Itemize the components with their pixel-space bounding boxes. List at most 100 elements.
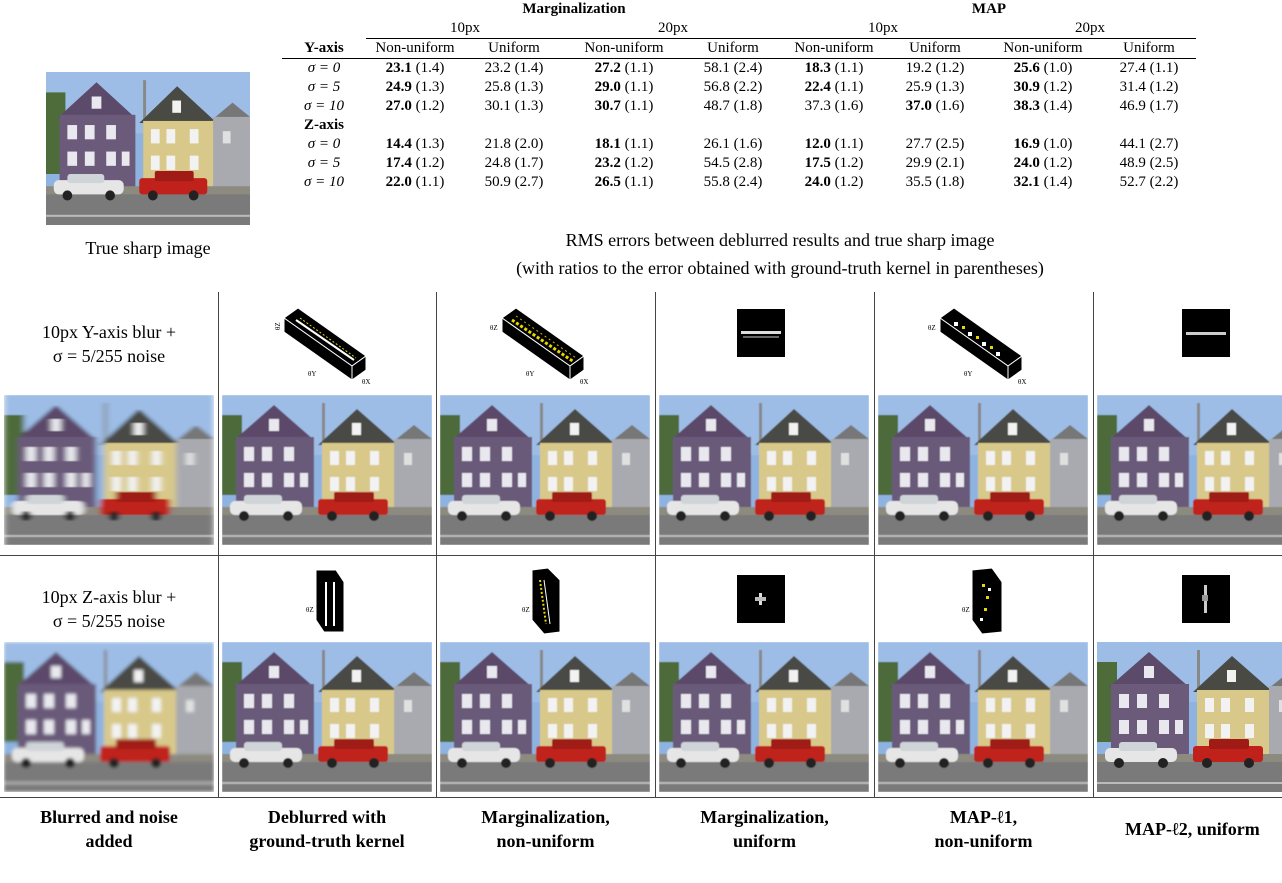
image-marg-uniform-z <box>659 642 869 792</box>
cell-ratio: (1.1) <box>624 60 654 76</box>
divider <box>1093 292 1094 797</box>
cell-value: 16.9 <box>1013 136 1040 152</box>
cell-value: 46.9 <box>1119 98 1146 114</box>
cell-ratio: (1.4) <box>1043 98 1073 114</box>
rms-error-table: Marginalization MAP 10px 20px 10px 20px … <box>282 0 1196 192</box>
cell-value: 37.0 <box>905 98 932 114</box>
group-header-map: MAP <box>971 1 1007 17</box>
image-blurred-z <box>4 642 214 792</box>
cell-value: 19.2 <box>905 60 932 76</box>
cell-ratio: (1.0) <box>1043 136 1073 152</box>
table-cell: 22.0 (1.1) <box>366 173 464 192</box>
cell-ratio: (2.5) <box>935 136 965 152</box>
table-cell: 50.9 (2.7) <box>464 173 564 192</box>
kernel-axis-label: θX <box>1018 378 1026 386</box>
cell-ratio: (2.1) <box>935 155 965 171</box>
col-header: Uniform <box>684 38 782 59</box>
column-caption-map-l1: MAP-ℓ1, non-uniform <box>874 805 1093 853</box>
table-cell: 30.7 (1.1) <box>564 97 684 116</box>
cell-value: 31.4 <box>1119 79 1146 95</box>
cell-ratio: (1.8) <box>733 98 763 114</box>
table-cell: 48.9 (2.5) <box>1102 154 1196 173</box>
col-header: Non-uniform <box>782 38 886 59</box>
kernel-axis-label: θY <box>526 370 534 378</box>
cell-ratio: (2.0) <box>514 136 544 152</box>
cell-ratio: (2.4) <box>733 174 763 190</box>
column-caption-ground-truth: Deblurred with ground-truth kernel <box>218 805 436 853</box>
column-caption-blurred: Blurred and noise added <box>0 805 218 853</box>
cell-ratio: (2.2) <box>1149 174 1179 190</box>
col-header: Non-uniform <box>564 38 684 59</box>
kernel-axis-label: θY <box>308 370 316 378</box>
cell-value: 32.1 <box>1013 174 1040 190</box>
table-cell: 35.5 (1.8) <box>886 173 984 192</box>
cell-value: 22.4 <box>804 79 831 95</box>
kernel-axis-label: θZ <box>522 606 530 614</box>
table-cell: 19.2 (1.2) <box>886 59 984 79</box>
cell-value: 23.2 <box>484 60 511 76</box>
cell-ratio: (1.1) <box>415 174 445 190</box>
table-cell: 23.1 (1.4) <box>366 59 464 79</box>
divider <box>655 292 656 797</box>
table-cell: 23.2 (1.4) <box>464 59 564 79</box>
row-label-z-blur: 10px Z-axis blur + σ = 5/255 noise <box>0 585 218 633</box>
cell-value: 52.7 <box>1119 174 1146 190</box>
cell-ratio: (1.7) <box>1149 98 1179 114</box>
cell-value: 48.9 <box>1119 155 1146 171</box>
cell-ratio: (1.4) <box>415 60 445 76</box>
cell-value: 18.3 <box>804 60 831 76</box>
cell-ratio: (1.2) <box>1149 79 1179 95</box>
true-sharp-image-caption: True sharp image <box>85 238 211 258</box>
kernel-3d-ground-truth-z: θZ θY θX <box>270 562 390 652</box>
row-label-line: 10px Z-axis blur + <box>41 587 177 607</box>
divider <box>874 292 875 797</box>
image-deblurred-gt-z <box>222 642 432 792</box>
col-header: Non-uniform <box>984 38 1102 59</box>
cell-ratio: (1.2) <box>935 60 965 76</box>
col-header: Non-uniform <box>366 38 464 59</box>
cell-value: 29.0 <box>594 79 621 95</box>
table-cell: 27.7 (2.5) <box>886 135 984 154</box>
kernel-3d-ground-truth-y: θZ θY θX <box>270 296 390 386</box>
true-sharp-image <box>46 72 250 225</box>
cell-value: 30.9 <box>1013 79 1040 95</box>
table-cell: 32.1 (1.4) <box>984 173 1102 192</box>
caption-line: MAP-ℓ1, <box>949 807 1018 827</box>
cell-value: 14.4 <box>385 136 412 152</box>
column-caption-marg-nonuniform: Marginalization, non-uniform <box>436 805 655 853</box>
sub-header-map-10px: 10px <box>782 19 984 39</box>
table-row: σ = 0 14.4 (1.3) 21.8 (2.0) 18.1 (1.1) 26.1 … <box>282 135 1196 154</box>
cell-value: 24.9 <box>385 79 412 95</box>
cell-value: 27.2 <box>594 60 621 76</box>
table-cell: 23.2 (1.2) <box>564 154 684 173</box>
cell-ratio: (1.1) <box>834 60 864 76</box>
table-cell: 26.5 (1.1) <box>564 173 684 192</box>
table-cell: 27.4 (1.1) <box>1102 59 1196 79</box>
cell-ratio: (1.3) <box>514 79 544 95</box>
row-sigma-label: σ = 0 <box>307 60 341 76</box>
row-sigma-label: σ = 0 <box>307 136 341 152</box>
cell-ratio: (2.5) <box>1149 155 1179 171</box>
cell-value: 48.7 <box>703 98 730 114</box>
cell-ratio: (1.4) <box>514 60 544 76</box>
cell-value: 23.1 <box>385 60 412 76</box>
caption-line: non-uniform <box>496 831 595 851</box>
table-cell: 25.8 (1.3) <box>464 78 564 97</box>
cell-ratio: (1.0) <box>1043 60 1073 76</box>
table-cell: 44.1 (2.7) <box>1102 135 1196 154</box>
col-header: Uniform <box>886 38 984 59</box>
cell-value: 17.5 <box>804 155 831 171</box>
z-axis-rows: σ = 0 14.4 (1.3) 21.8 (2.0) 18.1 (1.1) 26.1 … <box>282 135 1196 192</box>
table-cell: 12.0 (1.1) <box>782 135 886 154</box>
table-cell: 30.9 (1.2) <box>984 78 1102 97</box>
cell-value: 26.5 <box>594 174 621 190</box>
cell-ratio: (1.1) <box>624 79 654 95</box>
cell-ratio: (1.2) <box>624 155 654 171</box>
cell-ratio: (1.1) <box>1149 60 1179 76</box>
table-cell: 27.0 (1.2) <box>366 97 464 116</box>
cell-value: 25.8 <box>484 79 511 95</box>
sub-header-map-20px: 20px <box>984 19 1196 39</box>
table-row: σ = 10 22.0 (1.1) 50.9 (2.7) 26.5 (1.1) 55.8… <box>282 173 1196 192</box>
kernel-3d-map-l1-nonuniform-z: θZ θY θX <box>926 562 1046 652</box>
table-cell: 38.3 (1.4) <box>984 97 1102 116</box>
